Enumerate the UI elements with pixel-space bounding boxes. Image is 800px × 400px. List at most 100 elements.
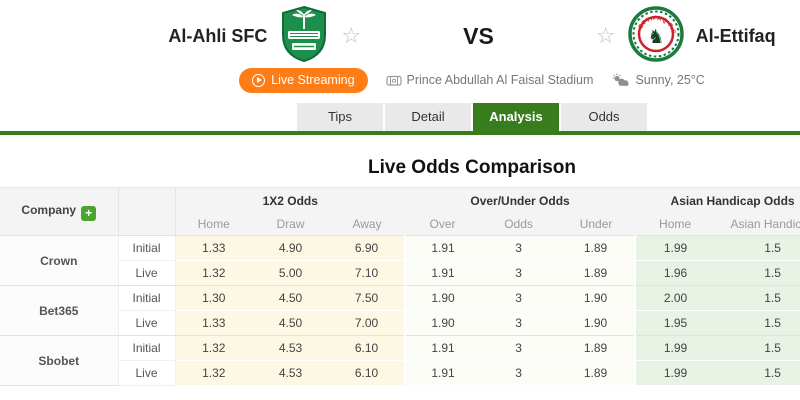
- odds-cell-1x2: 4.50: [252, 310, 329, 336]
- odds-cell-over-under: 3: [480, 260, 558, 286]
- group-header-over-under: Over/Under Odds: [405, 187, 636, 214]
- odds-type-cell: Live: [118, 260, 176, 286]
- page-title: Live Odds Comparison: [368, 157, 576, 178]
- ettifaq-badge-icon: ETTIFAQ F.C. ♞: [627, 5, 684, 62]
- odds-cell-1x2: 4.53: [252, 360, 329, 386]
- odds-cell-1x2: 7.00: [329, 310, 406, 336]
- odds-cell-1x2: 4.90: [252, 235, 329, 261]
- odds-cell-over-under: 1.90: [557, 310, 636, 336]
- tab-detail[interactable]: Detail: [385, 103, 471, 131]
- odds-cell-over-under: 1.91: [404, 360, 481, 386]
- odds-cell-asian-handicap: 1.5: [715, 335, 800, 361]
- odds-cell-over-under: 3: [480, 335, 558, 361]
- odds-cell-asian-handicap: 1.5: [715, 310, 800, 336]
- odds-cell-over-under: 1.91: [404, 260, 481, 286]
- odds-cell-asian-handicap: 1.5: [715, 260, 800, 286]
- odds-cell-1x2: 4.53: [252, 335, 329, 361]
- col-draw: Draw: [252, 213, 329, 236]
- odds-type-header: [118, 187, 176, 236]
- company-cell: Sbobet: [0, 335, 119, 386]
- odds-cell-1x2: 1.33: [175, 310, 252, 336]
- live-streaming-button[interactable]: Live Streaming: [239, 67, 368, 93]
- odds-cell-over-under: 1.89: [557, 335, 636, 361]
- weather-info: Sunny, 25°C: [611, 73, 705, 87]
- odds-type-cell: Initial: [118, 285, 176, 311]
- weather-icon: [612, 73, 629, 86]
- odds-cell-over-under: 1.90: [404, 285, 481, 311]
- odds-cell-1x2: 5.00: [252, 260, 329, 286]
- odds-cell-asian-handicap: 1.95: [634, 310, 716, 336]
- col-under: Under: [557, 213, 636, 236]
- odds-cell-1x2: 7.10: [329, 260, 406, 286]
- live-streaming-label: Live Streaming: [271, 73, 355, 87]
- odds-cell-over-under: 3: [480, 285, 558, 311]
- add-company-plus-icon[interactable]: +: [81, 205, 97, 221]
- odds-table-header: Company + 1X2 Odds Over/Under Odds Asian …: [0, 187, 800, 236]
- col-odds: Odds: [480, 213, 558, 236]
- odds-type-cell: Live: [118, 310, 176, 336]
- page: Al-Ahli SFC ☆ VS ☆: [0, 0, 800, 131]
- odds-cell-1x2: 1.32: [175, 360, 252, 386]
- odds-cell-over-under: 3: [480, 310, 558, 336]
- odds-cell-asian-handicap: 1.5: [715, 235, 800, 261]
- odds-cell-asian-handicap: 1.96: [634, 260, 716, 286]
- odds-cell-1x2: 1.32: [175, 335, 252, 361]
- tab-analysis[interactable]: Analysis: [473, 103, 559, 131]
- odds-cell-over-under: 1.91: [404, 335, 481, 361]
- company-header: Company +: [0, 187, 119, 236]
- match-header: Al-Ahli SFC ☆ VS ☆: [0, 0, 800, 64]
- odds-type-cell: Live: [118, 360, 176, 386]
- odds-cell-asian-handicap: 1.99: [634, 235, 716, 261]
- play-icon: [252, 73, 266, 87]
- col-over: Over: [405, 213, 481, 236]
- tab-bar: Tips Detail Analysis Odds: [0, 103, 800, 131]
- odds-cell-over-under: 1.89: [557, 235, 636, 261]
- col-away: Away: [329, 213, 406, 236]
- stadium-name: Prince Abdullah Al Faisal Stadium: [406, 73, 594, 87]
- match-info-row: Live Streaming Prince Abdullah Al Faisal…: [0, 66, 800, 94]
- odds-comparison-table: Company + 1X2 Odds Over/Under Odds Asian …: [0, 187, 800, 386]
- section-divider: [0, 131, 800, 135]
- odds-cell-asian-handicap: 1.99: [634, 335, 716, 361]
- odds-cell-1x2: 6.90: [329, 235, 406, 261]
- odds-cell-1x2: 4.50: [252, 285, 329, 311]
- odds-cell-over-under: 3: [480, 360, 558, 386]
- company-cell: Crown: [0, 235, 119, 286]
- odds-cell-1x2: 6.10: [329, 360, 406, 386]
- odds-cell-1x2: 1.32: [175, 260, 252, 286]
- weather-text: Sunny, 25°C: [635, 73, 705, 87]
- group-header-1x2: 1X2 Odds: [175, 187, 406, 214]
- odds-cell-over-under: 1.90: [557, 285, 636, 311]
- odds-cell-asian-handicap: 2.00: [634, 285, 716, 311]
- odds-cell-asian-handicap: 1.5: [715, 360, 800, 386]
- odds-cell-1x2: 1.30: [175, 285, 252, 311]
- col-asian-handicap: Asian Handicap: [715, 213, 800, 236]
- odds-cell-over-under: 1.91: [404, 235, 481, 261]
- odds-table-body: Crown Initial 1.33 4.90 6.90 1.91 3 1.89 1.99 1.5…: [0, 235, 800, 386]
- group-header-asian-handicap: Asian Handicap Odds: [635, 187, 800, 214]
- odds-type-cell: Initial: [118, 235, 176, 261]
- ahli-shield-icon: [282, 5, 327, 62]
- home-favorite-star-icon[interactable]: ☆: [341, 23, 362, 48]
- odds-cell-1x2: 7.50: [329, 285, 406, 311]
- company-cell: Bet365: [0, 285, 119, 336]
- odds-cell-1x2: 1.33: [175, 235, 252, 261]
- horse-icon: ♞: [647, 27, 664, 48]
- odds-cell-1x2: 6.10: [329, 335, 406, 361]
- stadium-icon: [385, 75, 402, 86]
- odds-cell-over-under: 1.89: [557, 360, 636, 386]
- tab-tips[interactable]: Tips: [297, 103, 383, 131]
- odds-cell-asian-handicap: 1.5: [715, 285, 800, 311]
- odds-cell-asian-handicap: 1.99: [634, 360, 716, 386]
- stadium-info: Prince Abdullah Al Faisal Stadium: [385, 73, 594, 87]
- vs-label: VS: [463, 22, 494, 49]
- home-team-logo: [279, 5, 329, 68]
- away-team-name: Al-Ettifaq: [695, 25, 776, 46]
- home-team-name: Al-Ahli SFC: [168, 25, 268, 46]
- tab-odds[interactable]: Odds: [561, 103, 647, 131]
- odds-type-cell: Initial: [118, 335, 176, 361]
- odds-cell-over-under: 1.90: [404, 310, 481, 336]
- away-team-logo: ETTIFAQ F.C. ♞: [627, 5, 684, 67]
- away-favorite-star-icon[interactable]: ☆: [595, 23, 616, 48]
- odds-cell-over-under: 1.89: [557, 260, 636, 286]
